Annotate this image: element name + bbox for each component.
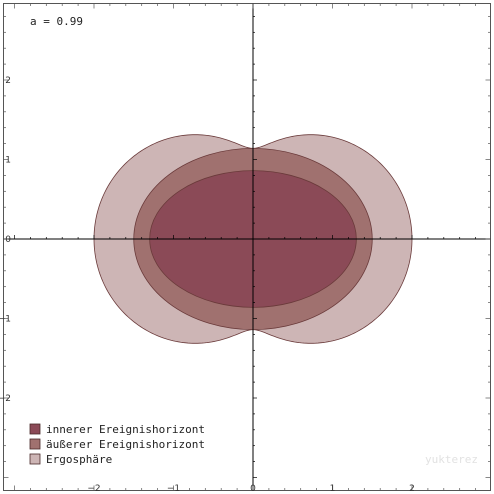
legend-swatch-outer-horizon xyxy=(29,438,41,450)
x-tick-label: −2 xyxy=(87,484,100,494)
legend-swatch-inner-horizon xyxy=(29,423,41,435)
y-tick-label: −2 xyxy=(0,394,11,404)
parameter-label: a = 0.99 xyxy=(30,15,83,28)
legend: innerer Ereignishorizont äußerer Ereigni… xyxy=(29,423,205,466)
x-tick-label: 0 xyxy=(250,484,256,494)
y-tick-label: 0 xyxy=(5,235,11,245)
x-tick-label: 2 xyxy=(409,484,415,494)
legend-label-ergosphere: Ergosphäre xyxy=(46,453,112,466)
x-tick-label: 1 xyxy=(330,484,336,494)
watermark: yukterez xyxy=(425,453,478,466)
legend-label-outer-horizon: äußerer Ereignishorizont xyxy=(46,438,205,451)
y-tick-label: 1 xyxy=(5,156,11,166)
legend-swatch-ergosphere xyxy=(29,453,41,465)
x-tick-label: −1 xyxy=(167,484,180,494)
legend-label-inner-horizon: innerer Ereignishorizont xyxy=(46,423,205,436)
y-tick-label: 2 xyxy=(5,76,11,86)
y-tick-label: −1 xyxy=(0,315,11,325)
ticks-group: −2 −1 0 1 2 −2 −1 0 1 2 xyxy=(0,3,491,494)
